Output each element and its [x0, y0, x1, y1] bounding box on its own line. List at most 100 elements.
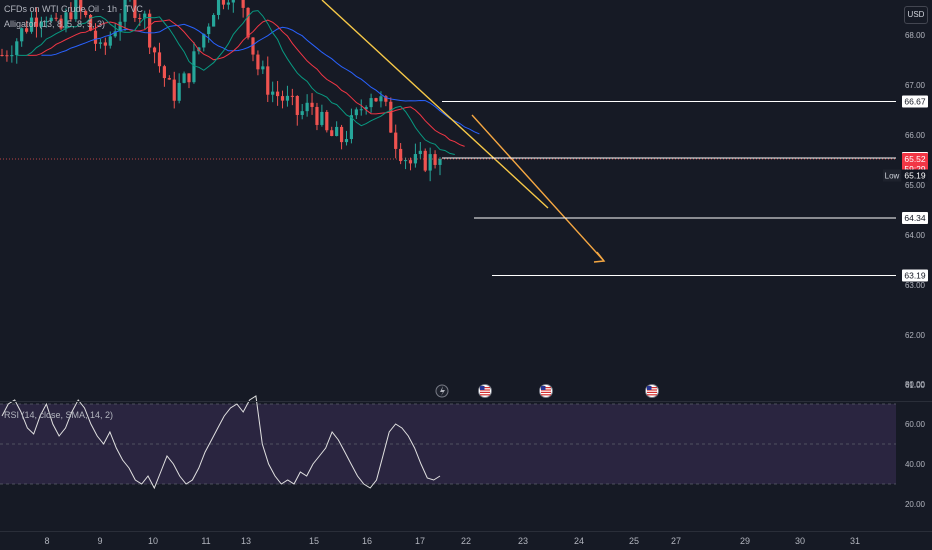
candle-body[interactable] [246, 7, 250, 38]
candle-body[interactable] [202, 34, 206, 48]
candle-body[interactable] [394, 132, 398, 149]
candle-body[interactable] [379, 96, 383, 102]
candle-body[interactable] [98, 42, 103, 44]
candle-body[interactable] [20, 28, 24, 42]
candle-body[interactable] [221, 0, 226, 5]
candle-body[interactable] [152, 47, 157, 53]
candle-body[interactable] [285, 95, 290, 101]
candle-body[interactable] [49, 17, 53, 22]
candle-body[interactable] [428, 154, 432, 171]
candle-body[interactable] [10, 55, 14, 57]
candle-body[interactable] [374, 98, 378, 102]
candle-body[interactable] [84, 11, 88, 15]
candle-body[interactable] [413, 154, 417, 164]
candle-body[interactable] [266, 66, 270, 95]
candle-body[interactable] [251, 37, 255, 55]
candle-body[interactable] [187, 73, 191, 83]
alligator-jaw-line[interactable] [41, 23, 480, 135]
candle-body[interactable] [113, 31, 117, 37]
candle-body[interactable] [335, 126, 339, 136]
us-flag-icon[interactable] [539, 384, 553, 398]
candle-body[interactable] [241, 0, 245, 8]
candle-body[interactable] [275, 91, 280, 97]
candle-body[interactable] [93, 30, 98, 44]
candle-body[interactable] [212, 14, 216, 27]
candle-body[interactable] [231, 0, 235, 3]
candle-body[interactable] [103, 42, 107, 46]
candle-body[interactable] [108, 36, 112, 46]
rsi-pane[interactable] [0, 395, 896, 490]
candle-body[interactable] [349, 115, 354, 140]
candle-body[interactable] [39, 21, 43, 27]
candle-body[interactable] [216, 0, 221, 15]
lightning-icon[interactable] [435, 384, 449, 398]
candle-body[interactable] [5, 55, 9, 57]
candle-body[interactable] [399, 148, 403, 162]
candle-body[interactable] [330, 130, 334, 136]
candle-body[interactable] [167, 78, 171, 80]
candle-body[interactable] [157, 52, 162, 67]
candle-body[interactable] [59, 18, 63, 29]
forecast-arrow-line[interactable] [471, 114, 605, 262]
candle-body[interactable] [310, 102, 314, 107]
candle-body[interactable] [88, 14, 93, 31]
candle-body[interactable] [15, 41, 19, 56]
candle-body[interactable] [226, 2, 230, 5]
candle-body[interactable] [256, 54, 260, 70]
candle-body[interactable] [305, 102, 309, 112]
candle-body[interactable] [354, 109, 358, 116]
candle-body[interactable] [384, 96, 388, 102]
candle-body[interactable] [79, 0, 83, 12]
candle-body[interactable] [403, 160, 408, 162]
candle-body[interactable] [138, 17, 142, 19]
candle-body[interactable] [408, 160, 413, 164]
candle-body[interactable] [389, 101, 393, 133]
candle-body[interactable] [133, 0, 137, 18]
candle-body[interactable] [295, 96, 299, 115]
candle-body[interactable] [359, 109, 363, 111]
candle-body[interactable] [74, 0, 78, 20]
event-markers[interactable] [435, 384, 659, 398]
trend-line[interactable] [321, 0, 549, 209]
us-flag-icon[interactable] [645, 384, 659, 398]
candle-body[interactable] [25, 28, 29, 32]
candle-body[interactable] [64, 12, 68, 29]
candle-body[interactable] [207, 26, 211, 35]
candle-body[interactable] [34, 17, 39, 27]
candle-body[interactable] [177, 82, 181, 101]
candle-body[interactable] [320, 111, 324, 125]
candle-body[interactable] [69, 12, 73, 20]
us-flag-icon[interactable] [478, 384, 492, 398]
candle-body[interactable] [0, 55, 4, 56]
candle-body[interactable] [418, 150, 422, 155]
candle-body[interactable] [300, 111, 304, 115]
candle-body[interactable] [339, 126, 344, 143]
candle-body[interactable] [438, 159, 442, 165]
candle-body[interactable] [143, 13, 147, 19]
candle-body[interactable] [118, 21, 122, 32]
candle-body[interactable] [148, 13, 152, 48]
candle-body[interactable] [172, 79, 176, 101]
price-pane[interactable] [0, 0, 896, 398]
candle-body[interactable] [344, 139, 349, 143]
candle-body[interactable] [315, 106, 319, 125]
candle-body[interactable] [44, 21, 48, 23]
candle-body[interactable] [162, 66, 167, 79]
alligator-teeth-line[interactable] [26, 19, 465, 147]
forecast-arrow-head[interactable] [593, 251, 606, 263]
rsi-line[interactable] [1, 395, 441, 490]
candle-body[interactable] [54, 17, 58, 19]
candles[interactable] [0, 0, 442, 182]
candle-body[interactable] [325, 111, 329, 131]
candle-body[interactable] [423, 150, 427, 171]
candle-body[interactable] [271, 91, 275, 95]
candle-body[interactable] [192, 51, 196, 83]
candle-body[interactable] [290, 95, 294, 97]
candle-body[interactable] [29, 17, 34, 32]
candle-body[interactable] [369, 98, 373, 108]
currency-button[interactable]: USD [904, 6, 928, 24]
alligator-lips-line[interactable] [16, 10, 455, 155]
candle-body[interactable] [261, 66, 265, 70]
candle-body[interactable] [364, 107, 368, 110]
candle-body[interactable] [182, 73, 186, 83]
